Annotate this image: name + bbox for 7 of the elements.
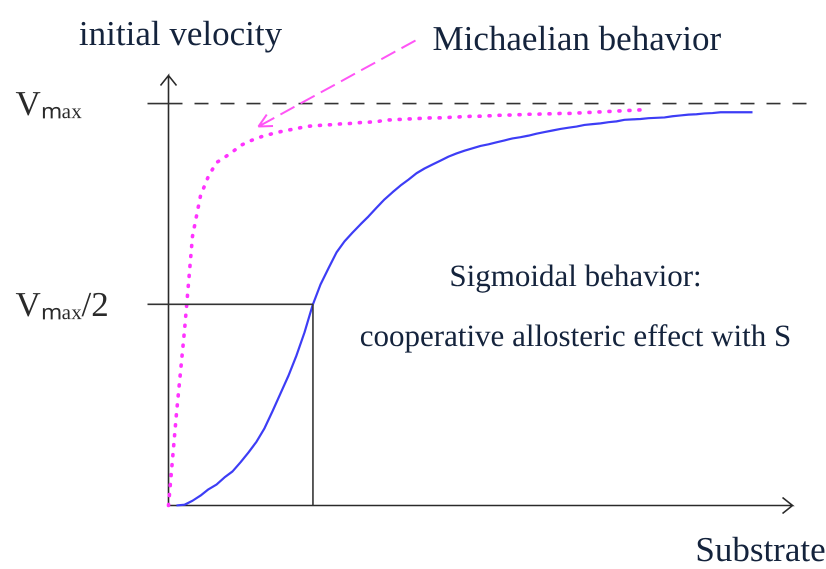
- ref-line-label: Vₘₐₓ: [16, 84, 82, 124]
- ref-line-label: Vₘₐₓ/2: [16, 284, 109, 324]
- annotation: Sigmoidal behavior:: [449, 258, 702, 293]
- y-axis-title: initial velocity: [78, 14, 283, 53]
- text: Michaelian behavior: [432, 19, 722, 58]
- x-axis-title: Substrate: [695, 530, 826, 569]
- annotation: cooperative allosteric effect with S: [360, 318, 792, 353]
